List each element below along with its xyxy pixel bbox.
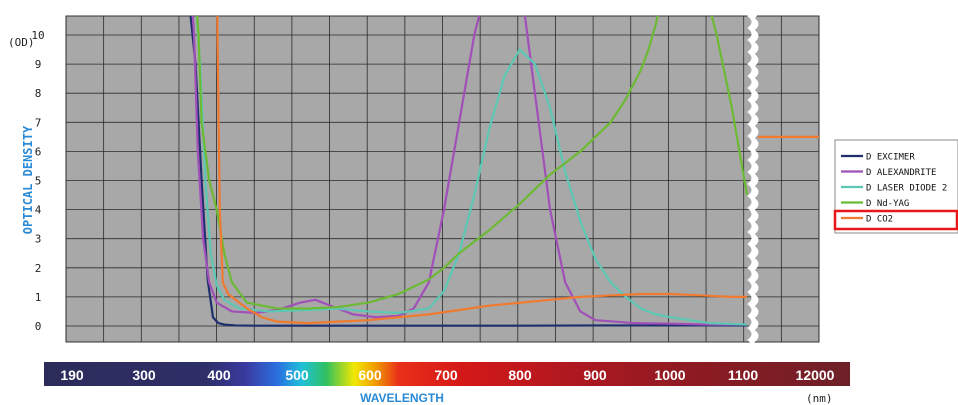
x-tick-label: 600 [358,367,382,383]
x-tick-label: 900 [583,367,607,383]
y-tick-label: 2 [35,262,42,275]
x-unit: (nm) [806,392,833,405]
x-tick-label: 400 [207,367,231,383]
axis-break [747,5,759,353]
x-tick-labels: 190 300 400 500 600 700 800 900 1000 1100 12000 [60,367,834,383]
x-tick-label: 800 [508,367,532,383]
series-line-d-alexandrite [191,16,747,326]
y-tick-label: 9 [35,58,42,71]
y-tick-labels: 0 1 2 3 4 5 6 7 8 9 10 [31,29,44,333]
series-line-d-co2 [216,16,819,325]
y-tick-label: 7 [35,116,42,129]
series-layer [189,16,819,327]
x-tick-label: 300 [132,367,156,383]
series-line-d-nd-yag [196,16,749,310]
y-tick-label: 3 [35,233,42,246]
x-tick-label: 500 [285,367,309,383]
y-tick-label: 0 [35,320,42,333]
y-tick-label: 6 [35,145,42,158]
x-tick-label: 700 [434,367,458,383]
wavelength-spectrum-bar [44,362,850,386]
legend-label: D EXCIMER [866,153,915,163]
series-line-d-excimer [189,16,747,327]
x-axis-label: WAVELENGTH [360,391,444,405]
y-unit: (OD) [8,36,35,49]
legend: D EXCIMER D ALEXANDRITE D LASER DIODE 2 D N… [833,139,958,234]
y-tick-label: 8 [35,87,42,100]
x-tick-label: 1000 [654,367,685,383]
x-tick-label: 190 [60,367,84,383]
legend-label: D LASER DIODE 2 [866,184,947,194]
y-tick-label: 10 [31,29,44,42]
x-tick-label: 12000 [796,367,835,383]
x-tick-label: 1100 [728,367,759,383]
y-tick-label: 5 [35,175,42,188]
y-tick-label: 4 [35,204,42,217]
legend-label: D ALEXANDRITE [866,168,936,178]
legend-label: D CO2 [866,215,893,225]
y-axis-label: OPTICAL DENSITY [21,125,35,234]
y-tick-label: 1 [35,291,42,304]
legend-label: D Nd-YAG [866,199,909,209]
legend-highlight [833,209,958,231]
